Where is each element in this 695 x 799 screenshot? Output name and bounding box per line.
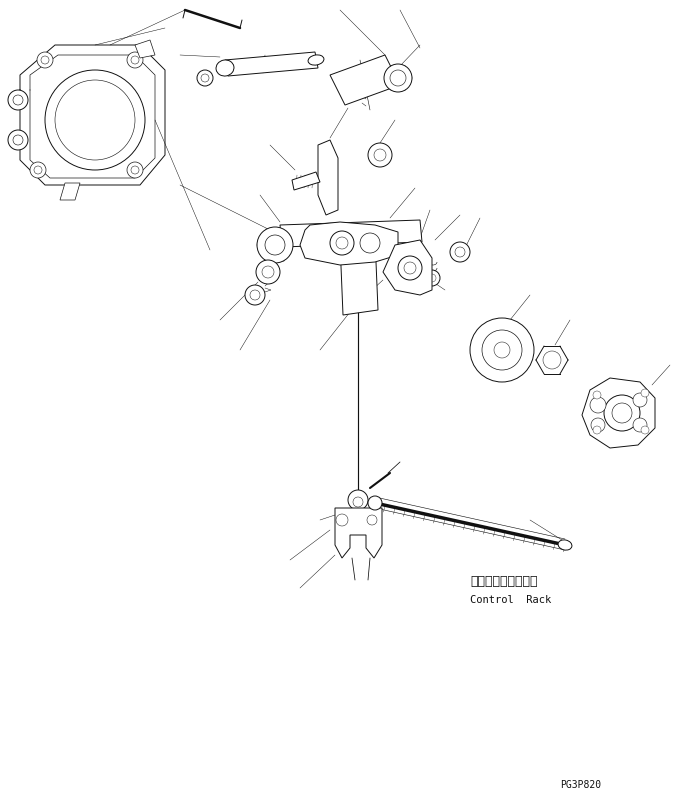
Text: Control  Rack: Control Rack: [470, 595, 551, 605]
Polygon shape: [300, 222, 398, 265]
Circle shape: [197, 70, 213, 86]
Circle shape: [127, 52, 143, 68]
Circle shape: [368, 496, 382, 510]
Ellipse shape: [558, 540, 572, 550]
Circle shape: [384, 64, 412, 92]
Circle shape: [367, 515, 377, 525]
Circle shape: [641, 426, 649, 434]
Circle shape: [482, 330, 522, 370]
Circle shape: [455, 247, 465, 257]
Circle shape: [37, 52, 53, 68]
Circle shape: [404, 262, 416, 274]
Circle shape: [131, 166, 139, 174]
Circle shape: [265, 235, 285, 255]
Polygon shape: [292, 172, 320, 190]
Circle shape: [543, 351, 561, 369]
Polygon shape: [330, 55, 400, 105]
Circle shape: [330, 231, 354, 255]
Ellipse shape: [308, 55, 324, 65]
Circle shape: [593, 391, 601, 399]
Polygon shape: [335, 508, 382, 558]
Circle shape: [336, 237, 348, 249]
Polygon shape: [225, 52, 318, 76]
Circle shape: [360, 233, 380, 253]
Polygon shape: [318, 140, 338, 215]
Circle shape: [30, 162, 46, 178]
Circle shape: [450, 242, 470, 262]
Circle shape: [245, 285, 265, 305]
Circle shape: [591, 418, 605, 432]
Circle shape: [45, 70, 145, 170]
Circle shape: [428, 274, 436, 282]
Circle shape: [41, 56, 49, 64]
Circle shape: [633, 393, 647, 407]
Circle shape: [604, 395, 640, 431]
Circle shape: [374, 149, 386, 161]
Circle shape: [348, 490, 368, 510]
Circle shape: [494, 342, 510, 358]
Circle shape: [641, 389, 649, 397]
Circle shape: [256, 260, 280, 284]
Circle shape: [336, 514, 348, 526]
Circle shape: [257, 227, 293, 263]
Circle shape: [127, 162, 143, 178]
Circle shape: [8, 130, 28, 150]
Circle shape: [8, 90, 28, 110]
Circle shape: [368, 143, 392, 167]
Text: コントロールラック: コントロールラック: [470, 575, 537, 588]
Circle shape: [262, 266, 274, 278]
Circle shape: [55, 80, 135, 160]
Circle shape: [201, 74, 209, 82]
Circle shape: [424, 270, 440, 286]
Circle shape: [593, 426, 601, 434]
Circle shape: [612, 403, 632, 423]
Polygon shape: [340, 238, 378, 315]
Polygon shape: [383, 240, 432, 295]
Polygon shape: [582, 378, 655, 448]
Ellipse shape: [216, 60, 234, 76]
Circle shape: [390, 70, 406, 86]
Polygon shape: [135, 40, 155, 58]
Text: PG3P820: PG3P820: [560, 780, 601, 790]
Circle shape: [353, 497, 363, 507]
Circle shape: [34, 166, 42, 174]
Circle shape: [13, 135, 23, 145]
Circle shape: [131, 56, 139, 64]
Circle shape: [250, 290, 260, 300]
Polygon shape: [60, 183, 80, 200]
Circle shape: [470, 318, 534, 382]
Circle shape: [398, 256, 422, 280]
Polygon shape: [280, 220, 422, 247]
Circle shape: [590, 397, 606, 413]
Circle shape: [633, 418, 647, 432]
Circle shape: [13, 95, 23, 105]
